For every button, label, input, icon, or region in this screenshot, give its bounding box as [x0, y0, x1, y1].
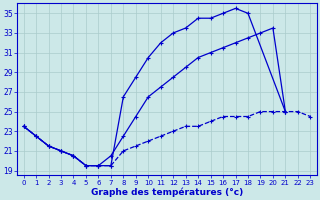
X-axis label: Graphe des températures (°c): Graphe des températures (°c) [91, 187, 243, 197]
